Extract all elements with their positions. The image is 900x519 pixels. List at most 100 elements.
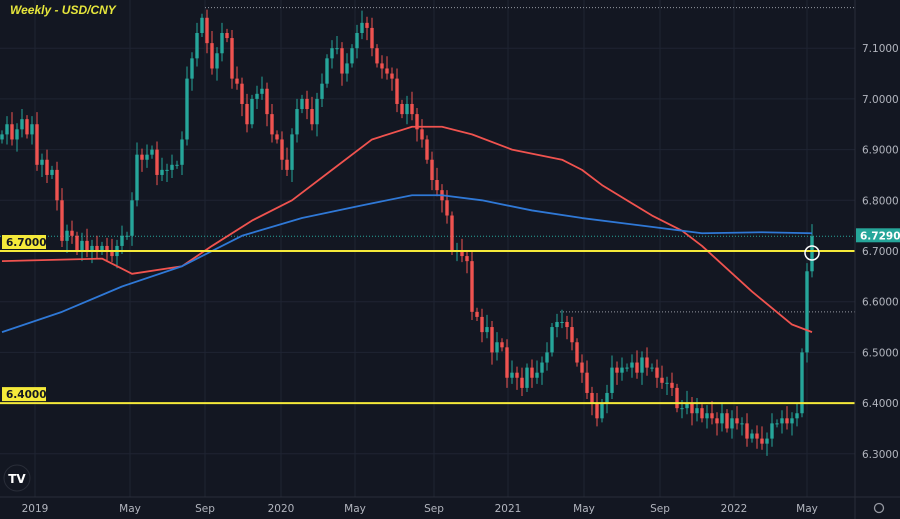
candle [195,22,199,67]
candle-body [60,200,64,241]
candle [780,410,784,434]
candle-body [350,48,354,64]
settings-gear-icon[interactable] [873,502,885,514]
candle-body [670,382,674,388]
time-tick-label: Sep [195,503,215,515]
candle-body [590,392,594,404]
candle-body [210,43,214,69]
candle-body [715,418,719,424]
candle-body [685,403,689,409]
candle-body [30,124,34,135]
candle [595,392,599,427]
candle [270,103,274,143]
logo-mark: TV [8,472,26,486]
candle [25,115,29,139]
candle-body [235,78,239,84]
candle-body [380,63,384,69]
candle-body [75,235,79,251]
candle [530,359,534,388]
candle-body [315,98,319,125]
candle [180,131,184,175]
candle-body [415,114,419,130]
candle-body [405,103,409,115]
candle-body [495,342,499,353]
candle [240,77,244,117]
candle-body [5,124,9,135]
candle [715,412,719,436]
candle-body [320,83,324,99]
candle [610,355,614,400]
candle-body [720,413,724,424]
candle [455,242,459,262]
candle-body [485,327,489,333]
price-tick-label: 6.5000 [862,347,899,359]
candle-body [365,22,369,28]
candle-body [180,139,184,165]
candle-body [550,327,554,353]
candle-body [585,372,589,393]
candle [190,52,194,91]
candle [805,263,809,363]
candle [660,365,664,389]
candle [465,249,469,274]
candle [30,116,34,145]
candle [770,413,774,447]
candle [450,211,454,256]
candle-body [295,109,299,135]
candle [520,367,524,397]
chart-title: Weekly - USD/CNY [10,3,116,17]
candle [435,167,439,197]
candle [800,348,804,418]
last-price-label: 6.7290 [860,230,900,242]
candle-body [755,433,759,439]
candle [125,231,129,240]
candle [340,42,344,86]
candle-body [335,48,339,50]
candle [105,237,109,262]
candle [85,228,89,258]
moving-average-line [1,194,813,333]
candle-body [160,169,164,175]
candle-body [170,164,174,170]
level-label-bg [2,387,46,402]
candle [645,347,649,376]
time-tick-label: 2019 [22,503,49,515]
candle-body [575,342,579,363]
candle-body [330,48,334,59]
candle [115,239,119,269]
candle-body [305,98,309,110]
candle [700,404,704,423]
candle-body [280,139,284,160]
candle-body [20,119,24,130]
candle [185,66,189,146]
candle [400,99,404,119]
candle-body [370,27,374,49]
candle [415,108,419,142]
time-tick-label: May [796,503,818,515]
candle-body [580,362,584,373]
candle [795,403,799,427]
candle-body [185,78,189,140]
candle-body [0,134,4,140]
candle [615,361,619,385]
candle-body [705,413,709,419]
candle-body [605,392,609,404]
candle-body [735,418,739,424]
candle-body [255,93,259,99]
candle-body [795,413,799,419]
candle-body [645,357,649,368]
candle [140,148,144,172]
candle [235,66,239,90]
candle-body [505,347,509,378]
candle [620,357,624,381]
candle-body [750,433,754,439]
candle [250,94,254,129]
candle [135,142,139,207]
candle-body [245,103,249,125]
price-tick-label: 6.6000 [862,297,899,309]
candle-body [650,367,654,369]
candle [145,144,149,168]
candle [500,338,504,352]
candle [535,360,539,384]
